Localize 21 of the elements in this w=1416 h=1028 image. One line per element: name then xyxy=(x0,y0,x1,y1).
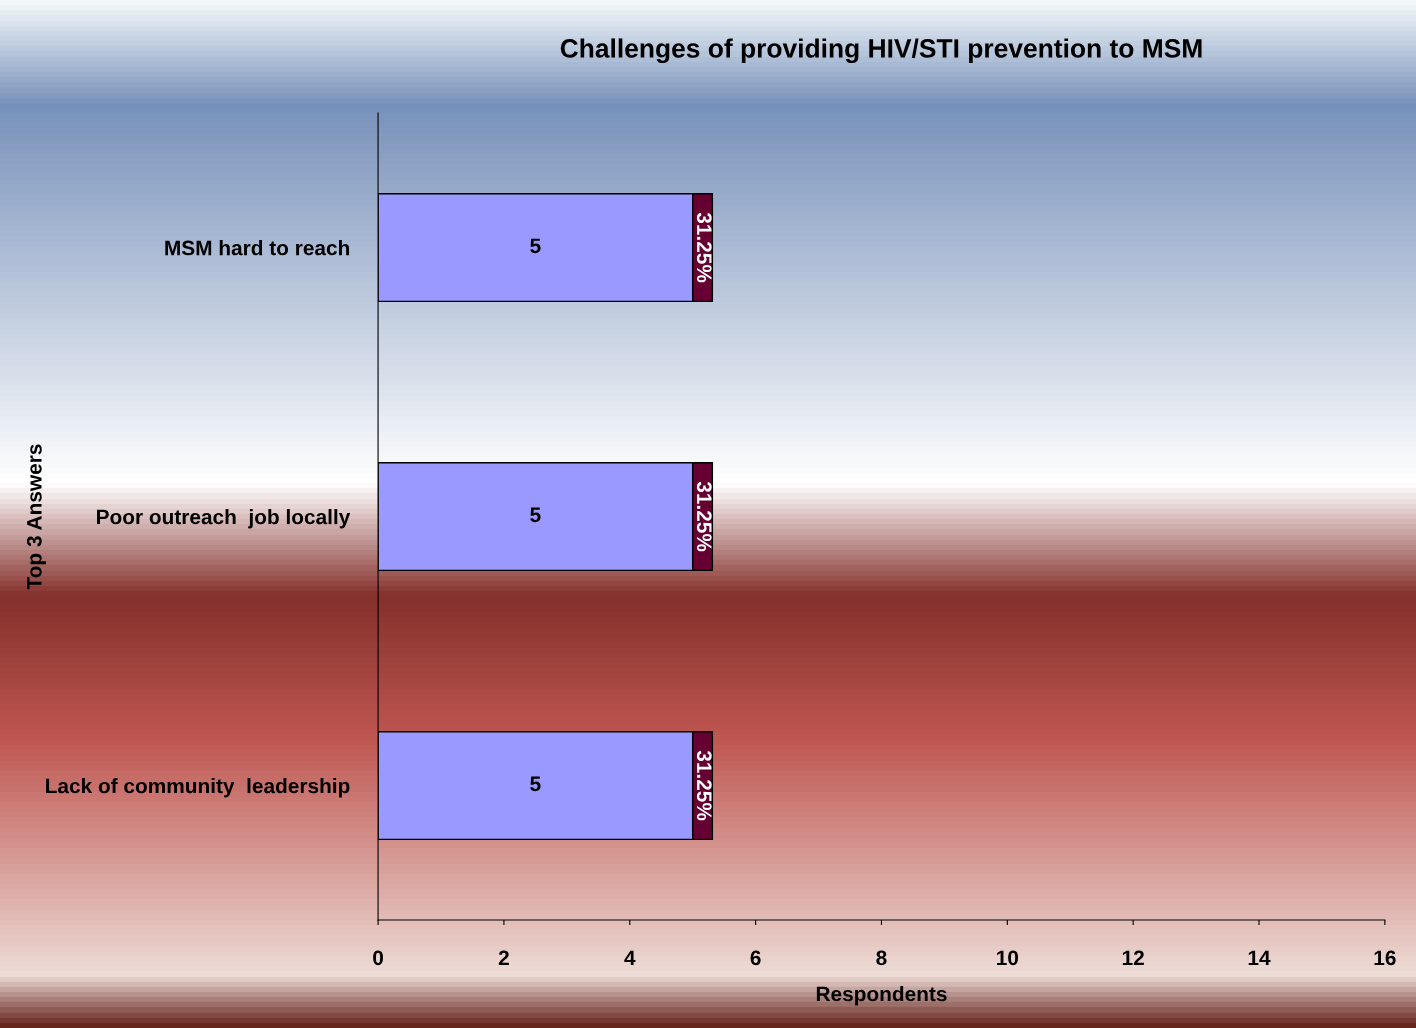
x-tick-label: 2 xyxy=(498,950,509,966)
x-tick-label: 0 xyxy=(373,950,384,966)
x-axis-title: Respondents xyxy=(816,986,947,1006)
y-tick-label: Poor outreach job locally xyxy=(97,509,351,529)
y-axis-title: Top 3 Answers xyxy=(26,444,46,590)
x-tick-label: 6 xyxy=(750,950,761,966)
chart-title: Challenges of providing HIV/STI prevention to MSM xyxy=(560,38,1202,64)
data-label: 5 xyxy=(530,238,541,254)
data-label: 5 xyxy=(530,507,541,523)
data-label: 31.25% xyxy=(696,212,712,283)
data-label: 5 xyxy=(530,776,541,792)
x-tick-label: 16 xyxy=(1374,950,1396,966)
data-label: 31.25% xyxy=(696,481,712,552)
x-tick-label: 10 xyxy=(997,950,1019,966)
x-tick-label: 12 xyxy=(1122,950,1144,966)
y-tick-label: Lack of community leadership xyxy=(46,778,350,798)
x-tick-label: 8 xyxy=(876,950,887,966)
y-tick-label: MSM hard to reach xyxy=(165,240,350,256)
x-tick-label: 4 xyxy=(624,950,636,966)
x-tick-label: 14 xyxy=(1248,950,1271,966)
data-label: 31.25% xyxy=(696,750,712,821)
